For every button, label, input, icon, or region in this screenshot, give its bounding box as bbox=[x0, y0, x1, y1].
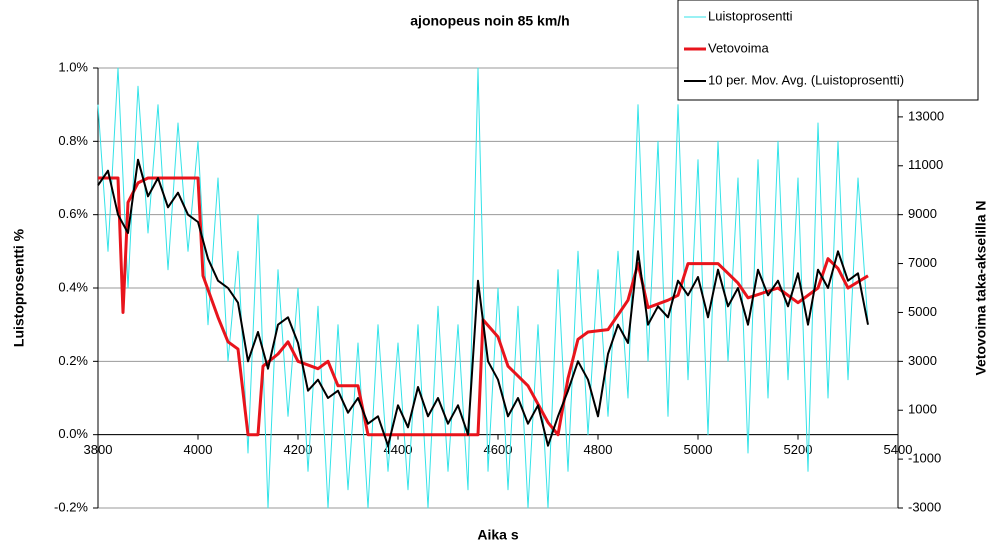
chart-title: ajonopeus noin 85 km/h bbox=[410, 13, 569, 29]
x-tick-label: 4800 bbox=[584, 442, 613, 457]
x-axis-label: Aika s bbox=[477, 527, 518, 543]
series-line bbox=[97, 67, 869, 509]
y-tick-label: -0.2% bbox=[54, 499, 88, 514]
y2-tick-label: -1000 bbox=[908, 451, 941, 466]
y-tick-label: 0.0% bbox=[58, 426, 88, 441]
series-line bbox=[98, 176, 869, 437]
y-tick-label: 0.4% bbox=[58, 279, 88, 294]
y2-tick-label: 11000 bbox=[908, 157, 943, 172]
y2-tick-label: 3000 bbox=[908, 353, 937, 368]
y2-tick-label: -3000 bbox=[908, 499, 941, 514]
legend-label: Luistoprosentti bbox=[708, 8, 793, 23]
y-tick-label: 1.0% bbox=[58, 59, 88, 74]
x-tick-label: 4600 bbox=[484, 442, 513, 457]
legend-label: 10 per. Mov. Avg. (Luistoprosentti) bbox=[708, 72, 904, 87]
x-tick-label: 4200 bbox=[284, 442, 313, 457]
y2-tick-label: 7000 bbox=[908, 255, 937, 270]
legend-label: Vetovoima bbox=[708, 40, 769, 55]
y2-axis-label: Vetovoima taka-akselilla N bbox=[973, 200, 989, 375]
legend-box bbox=[677, 0, 979, 101]
y-tick-label: 0.6% bbox=[58, 206, 88, 221]
x-tick-label: 5200 bbox=[784, 442, 813, 457]
y2-tick-label: 13000 bbox=[908, 108, 944, 123]
y-tick-label: 0.2% bbox=[58, 353, 88, 368]
y2-tick-label: 5000 bbox=[908, 304, 937, 319]
y2-tick-label: 1000 bbox=[908, 402, 937, 417]
y2-tick-label: 9000 bbox=[908, 206, 937, 221]
y-axis-label: Luistoprosentti % bbox=[11, 228, 27, 347]
series-line bbox=[97, 158, 869, 447]
x-tick-label: 5000 bbox=[684, 442, 713, 457]
y-tick-label: 0.8% bbox=[58, 133, 88, 148]
x-tick-label: 4000 bbox=[184, 442, 213, 457]
